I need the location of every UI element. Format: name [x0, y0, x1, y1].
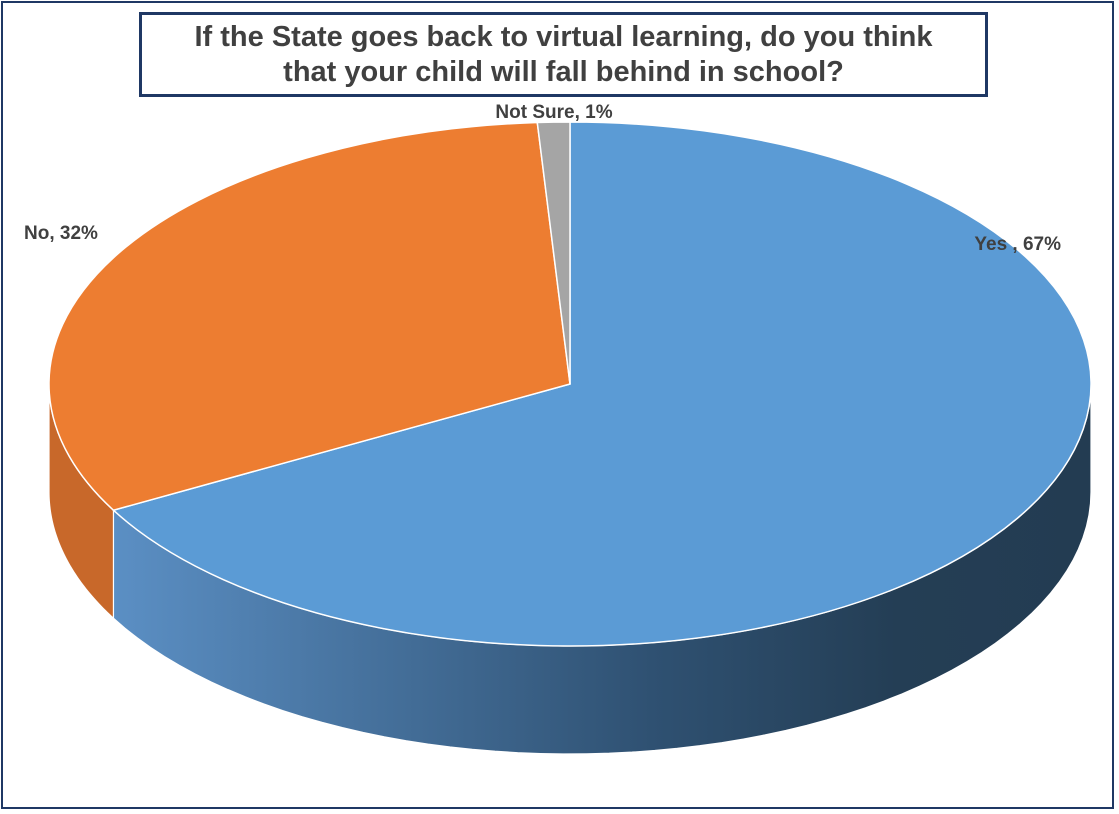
- pie-tops: [48, 121, 1092, 647]
- data-label-not-sure: Not Sure, 1%: [495, 102, 612, 123]
- chart-title: If the State goes back to virtual learni…: [194, 20, 933, 88]
- pie-slice-not-sure: [536, 121, 571, 385]
- pie-slice-no: [48, 121, 571, 512]
- data-label-yes: Yes , 67%: [974, 234, 1061, 255]
- pie-slice-yes: [111, 121, 1092, 647]
- data-label-no: No, 32%: [24, 223, 98, 244]
- chart-title-box: If the State goes back to virtual learni…: [139, 12, 988, 97]
- pie-labels: Yes , 67% No, 32% Not Sure, 1%: [24, 102, 1061, 255]
